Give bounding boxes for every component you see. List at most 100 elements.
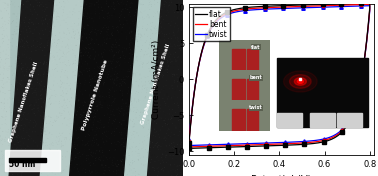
Point	[37, 151, 43, 154]
Point	[27, 100, 33, 103]
Point	[180, 79, 186, 81]
Point	[101, 143, 107, 146]
Point	[23, 68, 29, 71]
Point	[9, 170, 15, 173]
Point	[97, 12, 103, 15]
Point	[19, 133, 25, 136]
Point	[170, 53, 176, 55]
Point	[121, 165, 127, 168]
Point	[91, 111, 97, 114]
Point	[22, 50, 28, 53]
Point	[87, 5, 93, 8]
Point	[165, 117, 171, 120]
Point	[137, 139, 143, 142]
Point	[88, 75, 94, 77]
Point	[85, 133, 91, 136]
Point	[119, 134, 125, 136]
Point	[0, 158, 6, 161]
Point	[44, 61, 50, 64]
Point	[176, 47, 182, 50]
Point	[158, 21, 164, 23]
Point	[167, 76, 173, 78]
Point	[54, 117, 60, 120]
Point	[91, 67, 98, 70]
Point	[5, 21, 11, 24]
Point	[6, 19, 12, 22]
Point	[51, 84, 57, 86]
Point	[161, 94, 167, 96]
Point	[5, 69, 11, 72]
Point	[50, 61, 56, 64]
Point	[41, 10, 47, 13]
Point	[20, 149, 26, 152]
Point	[51, 80, 57, 82]
Point	[0, 56, 3, 59]
Point	[156, 142, 162, 144]
Point	[54, 104, 60, 107]
Point	[70, 13, 76, 16]
Point	[49, 38, 55, 41]
Point	[71, 139, 77, 141]
Point	[80, 84, 86, 86]
Point	[47, 49, 53, 52]
Point	[29, 143, 35, 145]
Point	[178, 141, 184, 143]
Point	[42, 114, 48, 116]
Point	[148, 81, 154, 84]
Point	[137, 101, 143, 103]
Point	[29, 19, 36, 22]
Point	[179, 169, 185, 172]
Point	[48, 123, 54, 126]
Point	[25, 0, 31, 2]
Point	[0, 116, 6, 119]
Point	[111, 7, 117, 10]
Point	[111, 130, 117, 133]
Point	[147, 34, 153, 37]
Point	[5, 102, 11, 105]
Point	[159, 8, 165, 11]
Point	[40, 60, 46, 62]
Point	[141, 126, 147, 128]
Point	[88, 144, 94, 146]
Point	[62, 128, 68, 131]
Point	[148, 43, 154, 45]
Point	[50, 45, 56, 48]
Point	[0, 58, 5, 61]
Point	[156, 170, 162, 173]
Point	[61, 53, 67, 56]
Point	[96, 15, 102, 18]
Point	[105, 11, 112, 14]
Point	[45, 44, 51, 47]
Point	[51, 21, 57, 23]
Point	[28, 94, 34, 96]
Point	[41, 126, 47, 128]
Point	[34, 99, 40, 102]
Point	[26, 170, 32, 173]
Point	[171, 172, 177, 175]
Point	[124, 29, 130, 32]
Point	[152, 33, 158, 36]
Point	[39, 88, 45, 90]
Point	[174, 156, 180, 159]
Point	[45, 163, 51, 166]
Point	[69, 21, 75, 24]
Point	[107, 109, 113, 112]
Point	[116, 48, 122, 51]
Point	[127, 4, 133, 7]
Point	[71, 22, 77, 25]
Point	[104, 140, 110, 143]
Point	[48, 144, 54, 146]
Point	[119, 96, 125, 99]
Point	[43, 67, 49, 69]
Point	[93, 133, 99, 136]
Point	[36, 31, 42, 34]
Point	[94, 91, 100, 93]
Point	[64, 76, 70, 78]
Point	[106, 166, 112, 169]
Point	[40, 29, 46, 32]
Point	[175, 28, 181, 31]
Point	[152, 135, 158, 138]
Point	[85, 98, 91, 101]
Point	[134, 138, 140, 140]
Point	[158, 88, 164, 91]
